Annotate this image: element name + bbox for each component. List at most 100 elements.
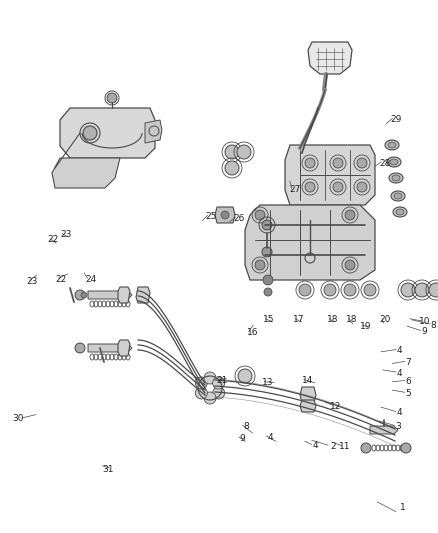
Text: 29: 29 <box>390 115 402 124</box>
Text: 20: 20 <box>380 316 391 324</box>
Text: 18: 18 <box>346 316 358 324</box>
Text: 28: 28 <box>379 159 390 167</box>
Text: 22: 22 <box>56 275 67 284</box>
Text: 31: 31 <box>102 465 113 473</box>
Text: 8: 8 <box>243 422 249 431</box>
Polygon shape <box>118 340 130 356</box>
Circle shape <box>299 284 311 296</box>
Ellipse shape <box>396 209 404 215</box>
Circle shape <box>345 210 355 220</box>
Ellipse shape <box>389 173 403 183</box>
Ellipse shape <box>385 140 399 150</box>
Circle shape <box>429 283 438 297</box>
Text: 13: 13 <box>262 378 274 387</box>
Circle shape <box>305 158 315 168</box>
Text: 9: 9 <box>239 434 245 442</box>
Ellipse shape <box>394 193 402 199</box>
Circle shape <box>333 158 343 168</box>
Text: 26: 26 <box>233 214 245 223</box>
Text: 24: 24 <box>85 275 97 284</box>
Polygon shape <box>215 207 235 223</box>
Text: 25: 25 <box>205 212 217 221</box>
Circle shape <box>255 210 265 220</box>
Text: 17: 17 <box>293 316 304 324</box>
Text: 19: 19 <box>360 322 372 330</box>
Circle shape <box>75 290 85 300</box>
Text: 7: 7 <box>405 358 411 367</box>
Circle shape <box>333 182 343 192</box>
Circle shape <box>213 387 225 399</box>
Polygon shape <box>370 426 398 434</box>
Text: 14: 14 <box>302 376 313 385</box>
Circle shape <box>401 283 415 297</box>
Circle shape <box>262 220 272 230</box>
Text: 2: 2 <box>330 442 336 451</box>
Polygon shape <box>285 145 375 205</box>
Text: 12: 12 <box>330 402 341 410</box>
Text: 16: 16 <box>247 328 258 337</box>
Circle shape <box>75 343 85 353</box>
Circle shape <box>204 392 216 404</box>
Ellipse shape <box>392 175 400 181</box>
Circle shape <box>255 260 265 270</box>
Polygon shape <box>245 205 375 280</box>
Circle shape <box>401 443 411 453</box>
Text: 18: 18 <box>327 316 339 324</box>
Circle shape <box>357 158 367 168</box>
Text: 23: 23 <box>60 230 71 239</box>
Circle shape <box>225 161 239 175</box>
Polygon shape <box>118 287 130 303</box>
Circle shape <box>195 387 207 399</box>
Text: 21: 21 <box>217 376 228 385</box>
Text: 27: 27 <box>290 185 301 194</box>
Circle shape <box>204 372 216 384</box>
Circle shape <box>225 145 239 159</box>
Circle shape <box>264 288 272 296</box>
Text: 8: 8 <box>431 321 437 329</box>
Text: 4: 4 <box>397 369 402 377</box>
Polygon shape <box>88 291 132 299</box>
Circle shape <box>81 292 87 298</box>
Polygon shape <box>308 42 352 74</box>
Text: 3: 3 <box>396 422 402 431</box>
Circle shape <box>213 377 225 389</box>
Polygon shape <box>136 287 150 303</box>
Text: 11: 11 <box>339 442 351 451</box>
Polygon shape <box>300 387 316 403</box>
Text: 15: 15 <box>263 316 275 324</box>
Circle shape <box>237 145 251 159</box>
Ellipse shape <box>393 207 407 217</box>
Circle shape <box>83 126 97 140</box>
Text: 10: 10 <box>419 318 431 326</box>
Text: 4: 4 <box>313 441 318 450</box>
Circle shape <box>107 93 117 103</box>
Text: 4: 4 <box>268 433 273 441</box>
Circle shape <box>345 260 355 270</box>
Text: 1: 1 <box>400 503 406 512</box>
Polygon shape <box>300 400 316 412</box>
Polygon shape <box>52 158 120 188</box>
Polygon shape <box>145 120 162 143</box>
Ellipse shape <box>391 191 405 201</box>
Circle shape <box>357 182 367 192</box>
Text: 4: 4 <box>397 346 402 355</box>
Text: 5: 5 <box>405 389 411 398</box>
Circle shape <box>324 284 336 296</box>
Circle shape <box>238 369 252 383</box>
Ellipse shape <box>390 159 398 165</box>
Circle shape <box>262 247 272 257</box>
Circle shape <box>263 275 273 285</box>
Text: 9: 9 <box>421 327 427 336</box>
Circle shape <box>361 443 371 453</box>
Ellipse shape <box>388 142 396 148</box>
Circle shape <box>415 283 429 297</box>
Ellipse shape <box>387 157 401 167</box>
Circle shape <box>221 211 229 219</box>
Text: 23: 23 <box>27 277 38 286</box>
Circle shape <box>195 377 207 389</box>
Circle shape <box>344 284 356 296</box>
Text: 22: 22 <box>47 236 58 244</box>
Circle shape <box>364 284 376 296</box>
Polygon shape <box>60 108 155 158</box>
Text: 30: 30 <box>13 415 24 423</box>
